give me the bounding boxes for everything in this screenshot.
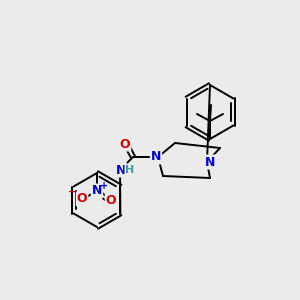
Text: N: N <box>116 164 126 176</box>
Text: +: + <box>100 181 108 191</box>
Text: N: N <box>92 184 102 197</box>
Text: O: O <box>106 194 116 208</box>
Text: H: H <box>125 165 135 175</box>
Text: N: N <box>151 151 161 164</box>
Text: O: O <box>77 193 87 206</box>
Text: N: N <box>205 155 215 169</box>
Text: O: O <box>120 137 130 151</box>
Text: −: − <box>68 187 78 197</box>
